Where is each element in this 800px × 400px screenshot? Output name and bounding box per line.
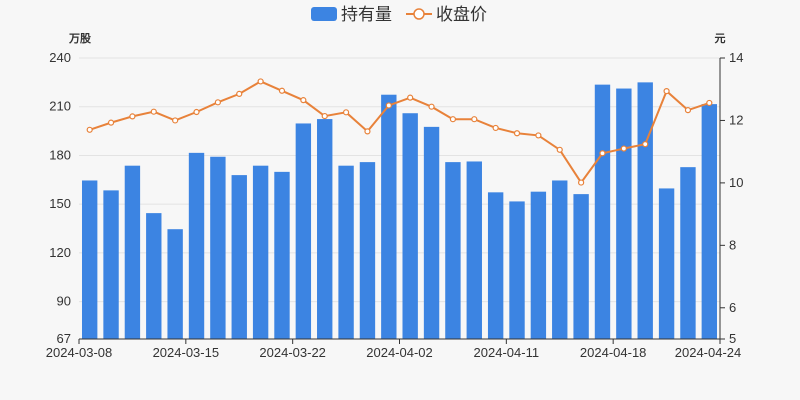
close-price-line (89, 80, 710, 185)
y-right-tick-label: 12 (729, 112, 743, 127)
legend-line-label[interactable]: 收盘价 (436, 5, 487, 24)
line-point[interactable] (193, 108, 200, 116)
line-point[interactable] (236, 90, 243, 98)
bar[interactable] (317, 119, 333, 339)
line-point[interactable] (578, 179, 585, 186)
y-left-axis-title: 万股 (68, 32, 92, 45)
grid (79, 57, 720, 303)
tick-labels: 67 90 120 150 180 210 240 5 6 8 10 12 14 2024-03-08 20… (46, 50, 744, 360)
x-tick-label: 2024-04-11 (474, 345, 540, 360)
x-tick-label: 2024-03-22 (259, 345, 326, 360)
line-point[interactable] (492, 124, 499, 132)
bar[interactable] (124, 165, 141, 339)
bar[interactable] (381, 94, 397, 339)
line-point[interactable] (620, 145, 627, 152)
x-tick-label: 2024-04-02 (366, 345, 433, 360)
line-point[interactable] (449, 116, 457, 123)
line-point[interactable] (642, 141, 649, 148)
legend-bar-swatch[interactable] (311, 7, 337, 21)
bar[interactable] (701, 104, 718, 339)
y-left-tick-label: 240 (49, 50, 71, 65)
y-right-axis-title: 元 (715, 32, 726, 45)
y-right-tick-label: 6 (729, 300, 736, 315)
line-point[interactable] (407, 94, 414, 101)
bar[interactable] (466, 161, 482, 339)
bar[interactable] (680, 167, 696, 339)
line-point[interactable] (107, 119, 115, 126)
bar[interactable] (487, 192, 504, 339)
y-right-tick-label: 14 (729, 50, 743, 65)
bar[interactable] (594, 84, 611, 339)
line-point[interactable] (257, 78, 264, 85)
line-point[interactable] (300, 97, 307, 104)
y-left-tick-label: 120 (49, 245, 71, 260)
bar[interactable] (295, 123, 312, 340)
bar[interactable] (637, 82, 653, 339)
line-point[interactable] (321, 112, 328, 120)
bar[interactable] (402, 113, 418, 339)
bar[interactable] (146, 213, 162, 339)
bar[interactable] (167, 229, 183, 339)
legend[interactable]: 持有量 收盘价 (311, 5, 487, 24)
y-left-tick-label: 67 (57, 331, 71, 346)
bar[interactable] (252, 165, 269, 339)
y-right-tick-label: 5 (729, 331, 736, 346)
y-left-tick-label: 90 (57, 294, 71, 309)
legend-bar-label[interactable]: 持有量 (341, 5, 392, 24)
line-point[interactable] (684, 107, 692, 114)
bar[interactable] (573, 194, 589, 339)
bar[interactable] (274, 171, 290, 339)
line-point[interactable] (364, 128, 371, 135)
bar[interactable] (338, 165, 354, 339)
y-right-tick-label: 8 (729, 237, 736, 252)
line-point[interactable] (663, 87, 670, 95)
y-left-tick-label: 150 (49, 196, 71, 211)
x-tick-label: 2024-04-24 (675, 345, 742, 360)
bar[interactable] (423, 126, 440, 340)
line-point[interactable] (513, 130, 521, 137)
bar[interactable] (359, 162, 376, 339)
bar[interactable] (231, 175, 247, 339)
bar[interactable] (81, 180, 98, 339)
line-point[interactable] (342, 109, 350, 116)
line-point[interactable] (129, 113, 136, 120)
x-tick-label: 2024-04-18 (580, 345, 647, 360)
y-left-tick-label: 180 (49, 147, 71, 162)
x-tick-label: 2024-03-15 (153, 345, 220, 360)
line-point[interactable] (214, 99, 221, 106)
bar[interactable] (509, 201, 525, 339)
bar[interactable] (210, 156, 226, 339)
bar-series (81, 82, 718, 340)
line-series (86, 78, 713, 186)
y-right-tick-label: 10 (729, 175, 743, 190)
y-left-tick-label: 210 (49, 99, 71, 114)
axes (78, 57, 725, 344)
bar[interactable] (103, 190, 119, 339)
x-tick-label: 2024-03-08 (46, 345, 113, 360)
line-point[interactable] (599, 150, 606, 157)
line-point[interactable] (428, 103, 435, 110)
line-point[interactable] (86, 126, 93, 133)
line-point[interactable] (385, 102, 392, 109)
line-point[interactable] (172, 117, 179, 124)
line-point[interactable] (706, 99, 713, 107)
legend-line-marker[interactable] (413, 8, 425, 20)
line-point[interactable] (535, 132, 542, 139)
line-point[interactable] (556, 146, 563, 153)
bar[interactable] (445, 162, 461, 339)
bar[interactable] (616, 88, 632, 340)
line-point[interactable] (150, 108, 157, 115)
line-point[interactable] (278, 87, 286, 94)
bar[interactable] (188, 152, 205, 339)
bar[interactable] (552, 180, 568, 339)
bar[interactable] (658, 188, 675, 339)
line-point[interactable] (471, 116, 478, 123)
bar[interactable] (530, 191, 547, 339)
